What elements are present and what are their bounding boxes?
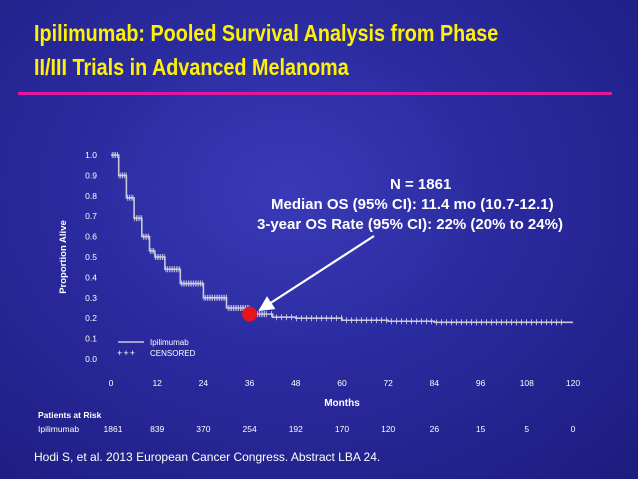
y-tick-label: 0.9 xyxy=(85,170,97,180)
y-tick-label: 0.3 xyxy=(85,293,97,303)
risk-table-count: 370 xyxy=(196,424,210,434)
risk-table-heading: Patients at Risk xyxy=(38,410,102,420)
risk-table-count: 0 xyxy=(571,424,576,434)
risk-table-count: 192 xyxy=(289,424,303,434)
annotation-median-os: Median OS (95% CI): 11.4 mo (10.7-12.1) xyxy=(271,196,554,213)
y-tick-label: 0.6 xyxy=(85,232,97,242)
highlight-point-36mo xyxy=(242,306,258,322)
x-tick-label: 108 xyxy=(520,378,534,388)
annotation-3yr-os: 3-year OS Rate (95% CI): 22% (20% to 24%… xyxy=(257,216,563,233)
annotation-n: N = 1861 xyxy=(390,176,452,193)
risk-table-count: 15 xyxy=(476,424,486,434)
censor-marks xyxy=(111,152,562,326)
y-tick-label: 0.0 xyxy=(85,354,97,364)
x-tick-label: 96 xyxy=(476,378,486,388)
risk-table-row-label: Ipilimumab xyxy=(38,424,79,434)
risk-table-count: 1861 xyxy=(104,424,123,434)
y-tick-label: 0.1 xyxy=(85,334,97,344)
risk-table-count: 254 xyxy=(243,424,257,434)
y-tick-label: 0.5 xyxy=(85,252,97,262)
citation: Hodi S, et al. 2013 European Cancer Cong… xyxy=(34,450,381,464)
risk-table-count: 26 xyxy=(430,424,440,434)
legend-label-censored: CENSORED xyxy=(150,349,196,358)
slide-title-line1: Ipilimumab: Pooled Survival Analysis fro… xyxy=(34,20,499,46)
x-tick-label: 84 xyxy=(430,378,440,388)
x-tick-label: 60 xyxy=(337,378,347,388)
x-tick-label: 0 xyxy=(109,378,114,388)
y-tick-label: 0.8 xyxy=(85,191,97,201)
y-axis-label: Proportion Alive xyxy=(58,220,69,294)
x-tick-label: 24 xyxy=(199,378,209,388)
x-axis-label: Months xyxy=(324,398,360,409)
slide-title-line2: II/III Trials in Advanced Melanoma xyxy=(34,54,349,80)
risk-table-count: 5 xyxy=(524,424,529,434)
legend-label-ipilimumab: Ipilimumab xyxy=(150,338,189,347)
legend-censor-swatch: +++ xyxy=(117,349,136,359)
x-tick-label: 120 xyxy=(566,378,580,388)
x-tick-label: 48 xyxy=(291,378,301,388)
y-tick-label: 0.2 xyxy=(85,313,97,323)
x-tick-label: 12 xyxy=(152,378,162,388)
x-tick-label: 72 xyxy=(383,378,393,388)
risk-table-count: 120 xyxy=(381,424,395,434)
y-tick-label: 0.7 xyxy=(85,211,97,221)
y-tick-label: 1.0 xyxy=(85,150,97,160)
y-tick-label: 0.4 xyxy=(85,272,97,282)
risk-table-count: 839 xyxy=(150,424,164,434)
survival-curve-ipilimumab xyxy=(111,154,573,324)
annotation-arrow xyxy=(258,235,375,312)
x-tick-label: 36 xyxy=(245,378,255,388)
risk-table-count: 170 xyxy=(335,424,349,434)
title-divider xyxy=(18,92,612,95)
